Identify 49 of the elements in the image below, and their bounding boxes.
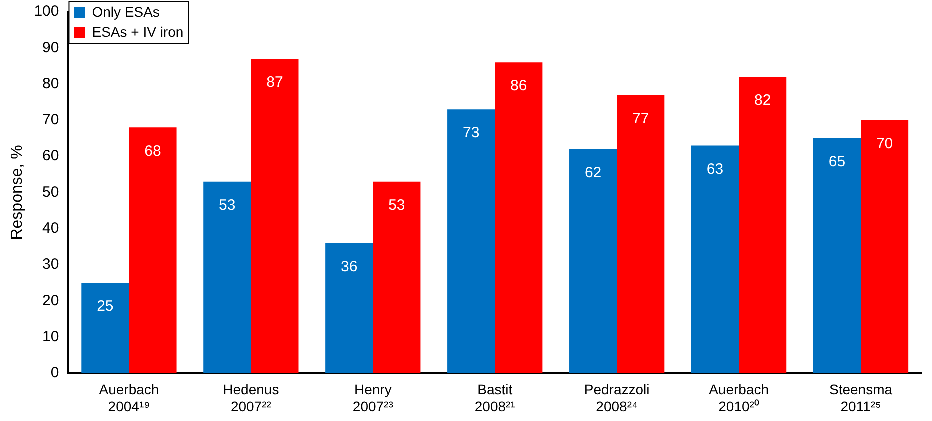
data-label: 68 xyxy=(144,142,162,160)
legend-label: Only ESAs xyxy=(92,4,160,20)
y-tick-label: 100 xyxy=(34,3,60,20)
bar xyxy=(495,62,543,374)
y-tick-label: 10 xyxy=(42,328,60,346)
data-label: 65 xyxy=(828,154,846,171)
x-tick-label: Henry 2007²³ xyxy=(352,382,394,414)
data-label: 25 xyxy=(97,298,114,316)
data-label: 36 xyxy=(341,258,358,276)
y-axis-title: Response, % xyxy=(9,145,26,240)
data-label: 87 xyxy=(266,74,284,92)
bar xyxy=(739,77,787,374)
data-label: 63 xyxy=(706,160,724,178)
data-label: 77 xyxy=(632,110,650,128)
data-label: 62 xyxy=(584,164,602,182)
y-tick-label: 70 xyxy=(42,112,60,129)
x-tick-label: Hedenus 2007²² xyxy=(223,382,280,414)
y-tick-label: 80 xyxy=(42,75,60,92)
x-tick-label: Auerbach 2010²⁰ xyxy=(709,382,770,414)
data-label: 53 xyxy=(388,197,406,214)
y-tick-label: 30 xyxy=(42,256,60,274)
x-tick-label: Auerbach 2004¹⁹ xyxy=(99,382,160,414)
data-label: 70 xyxy=(876,136,894,153)
bar xyxy=(82,283,130,374)
data-label: 82 xyxy=(754,92,772,110)
y-tick-label: 90 xyxy=(42,39,60,56)
x-tick-label: Steensma 2011²⁵ xyxy=(829,382,893,414)
bar xyxy=(129,128,177,374)
data-label: 73 xyxy=(462,124,480,142)
bar xyxy=(861,120,909,374)
bar xyxy=(251,58,299,374)
y-tick-label: 20 xyxy=(42,292,60,310)
bar xyxy=(617,95,665,374)
bar xyxy=(691,146,740,374)
x-tick-label: Pedrazzoli 2008²⁴ xyxy=(584,382,650,414)
data-label: 86 xyxy=(510,78,528,95)
bar xyxy=(326,243,374,374)
bar xyxy=(570,149,618,374)
bar xyxy=(448,110,496,374)
bar xyxy=(813,138,862,374)
x-tick-label: Bastit 2008²¹ xyxy=(474,382,516,414)
bar xyxy=(373,182,421,374)
y-tick-label: 40 xyxy=(42,220,60,237)
y-tick-label: 60 xyxy=(42,148,60,165)
data-label: 53 xyxy=(219,197,236,214)
y-tick-label: 0 xyxy=(50,364,60,382)
y-tick-label: 50 xyxy=(42,184,60,201)
bar xyxy=(204,182,252,374)
legend-label: ESAs + IV iron xyxy=(92,24,184,40)
